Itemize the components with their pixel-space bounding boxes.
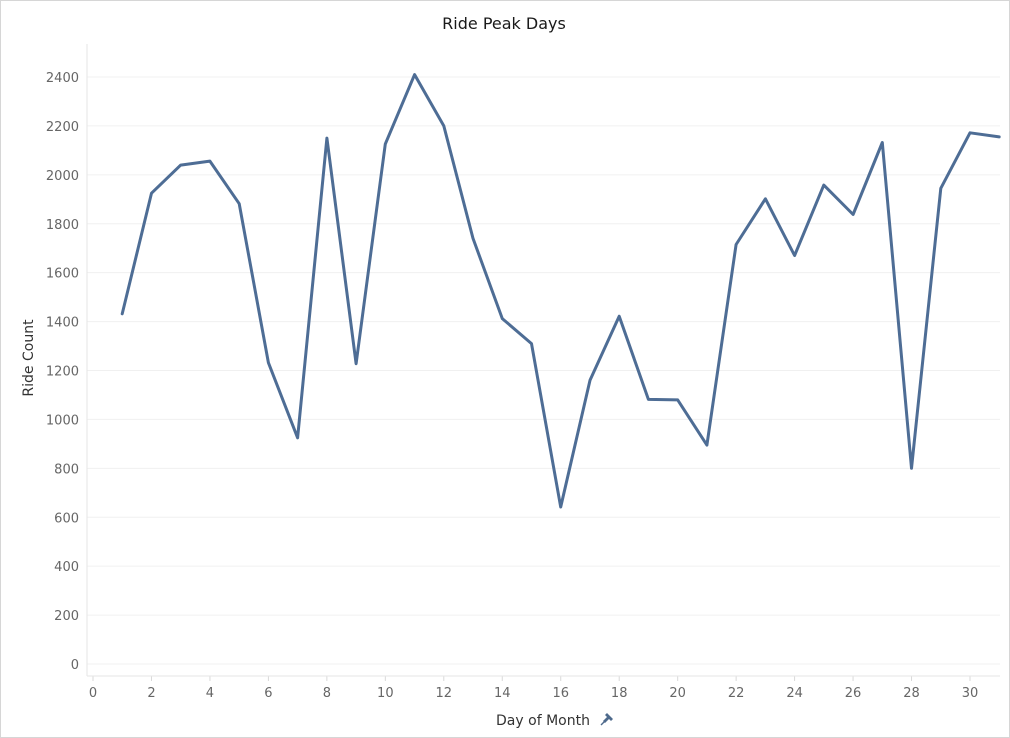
data-point[interactable] [206, 157, 214, 165]
data-point[interactable] [586, 376, 594, 384]
data-point[interactable] [820, 181, 828, 189]
y-tick-label: 200 [54, 609, 79, 624]
data-point[interactable] [352, 360, 360, 368]
y-tick-label: 2200 [46, 120, 79, 135]
data-point[interactable] [995, 133, 1003, 141]
data-point[interactable] [411, 71, 419, 79]
data-point[interactable] [235, 200, 243, 208]
y-tick-label: 2000 [46, 169, 79, 184]
data-point[interactable] [703, 441, 711, 449]
y-tick-label: 600 [54, 511, 79, 526]
data-point[interactable] [498, 315, 506, 323]
pin-icon[interactable] [600, 713, 613, 726]
x-tick-label: 8 [323, 686, 331, 701]
data-point[interactable] [440, 122, 448, 130]
data-point[interactable] [381, 140, 389, 148]
data-point[interactable] [791, 252, 799, 260]
series-layer [118, 71, 1003, 511]
data-point[interactable] [294, 434, 302, 442]
data-point[interactable] [469, 234, 477, 242]
y-tick-label: 800 [54, 462, 79, 477]
data-point[interactable] [264, 359, 272, 367]
data-point[interactable] [674, 396, 682, 404]
data-point[interactable] [147, 189, 155, 197]
x-tick-label: 20 [669, 686, 686, 701]
data-point[interactable] [849, 210, 857, 218]
data-point[interactable] [323, 134, 331, 142]
data-point[interactable] [118, 310, 126, 318]
data-point[interactable] [878, 139, 886, 147]
y-tick-label: 0 [71, 658, 79, 673]
y-axis: 0 200 400 600 800 1000 1200 1400 1600 1800 2000 220… [46, 71, 79, 673]
y-tick-label: 2400 [46, 71, 79, 86]
y-tick-label: 1600 [46, 267, 79, 282]
x-tick-label: 0 [89, 686, 97, 701]
x-tick-label: 4 [206, 686, 214, 701]
x-tick-label: 18 [611, 686, 628, 701]
grid-lines [87, 76, 1000, 665]
data-point[interactable] [966, 129, 974, 137]
x-tick-label: 12 [436, 686, 453, 701]
data-point[interactable] [177, 161, 185, 169]
y-tick-label: 1400 [46, 316, 79, 331]
x-tick-label: 16 [552, 686, 569, 701]
data-point[interactable] [557, 503, 565, 511]
x-tick-label: 28 [903, 686, 920, 701]
y-axis-title: Ride Count [21, 319, 37, 397]
data-point[interactable] [732, 241, 740, 249]
data-point[interactable] [761, 195, 769, 203]
y-tick-label: 400 [54, 560, 79, 575]
data-point[interactable] [644, 395, 652, 403]
series-line[interactable] [120, 73, 1001, 509]
x-tick-label: 10 [377, 686, 394, 701]
x-axis-title: Day of Month [496, 713, 590, 729]
x-tick-label: 22 [728, 686, 745, 701]
y-tick-label: 1000 [46, 413, 79, 428]
y-tick-label: 1800 [46, 218, 79, 233]
data-point[interactable] [937, 184, 945, 192]
y-tick-label: 1200 [46, 365, 79, 380]
x-axis: 0 2 4 6 8 10 12 14 16 18 20 22 24 26 28 30 [89, 676, 978, 701]
data-point[interactable] [528, 340, 536, 348]
x-tick-label: 30 [962, 686, 979, 701]
data-point[interactable] [908, 464, 916, 472]
x-tick-label: 24 [786, 686, 803, 701]
x-tick-label: 2 [147, 686, 155, 701]
x-tick-label: 14 [494, 686, 511, 701]
x-tick-label: 6 [264, 686, 272, 701]
data-point[interactable] [615, 312, 623, 320]
chart-title: Ride Peak Days [442, 14, 566, 33]
x-tick-label: 26 [845, 686, 862, 701]
